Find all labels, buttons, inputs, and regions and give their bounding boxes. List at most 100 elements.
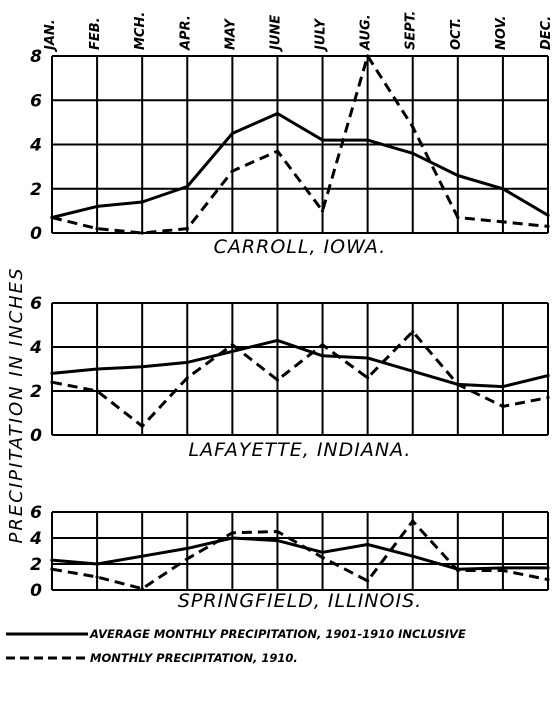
month-label: JAN. (43, 19, 58, 53)
data-point (95, 204, 99, 209)
data-point (95, 367, 99, 371)
y-tick-label: 4 (29, 338, 42, 358)
data-point (275, 111, 280, 116)
data-point (140, 587, 144, 591)
month-label: DEC. (539, 16, 552, 50)
chart-panel: 0 2 4 6 8 CARROLL, IOWA. (29, 47, 550, 258)
data-point (456, 215, 460, 220)
month-labels: JAN. FEB. MCH. APR. MAY JUNE JULY AUG. SEPT. OCT.… (43, 11, 552, 53)
data-point (275, 539, 280, 543)
data-point (411, 151, 415, 155)
y-tick-label: 6 (30, 294, 42, 314)
month-label: APR. (178, 15, 193, 51)
y-axis-label: PRECIPITATION IN INCHES (6, 267, 27, 544)
data-point (230, 531, 234, 535)
y-tick-label: 0 (30, 581, 42, 601)
y-tick-label: 0 (30, 224, 42, 244)
data-point (275, 338, 280, 342)
month-label: MCH. (133, 12, 148, 50)
data-point (546, 578, 550, 582)
month-label: MAY (223, 17, 238, 50)
data-point (456, 568, 460, 573)
station-title: LAFAYETTE, INDIANA. (189, 439, 412, 461)
data-point (411, 330, 415, 334)
data-point (50, 215, 54, 220)
data-point (501, 568, 505, 573)
data-point (185, 546, 189, 551)
data-point (411, 369, 415, 373)
data-point (50, 371, 54, 375)
data-point (140, 365, 144, 369)
data-point (366, 579, 370, 583)
data-point (411, 125, 415, 129)
data-point (546, 213, 550, 217)
data-point (275, 378, 280, 382)
data-point (275, 149, 280, 153)
chart-panels: 0 2 4 6 8 CARROLL, IOWA. 0 2 4 6 LAFAYETTE, INDIAN… (29, 47, 550, 612)
y-tick-label: 6 (30, 503, 42, 523)
data-point (185, 360, 189, 364)
data-point (501, 566, 505, 570)
data-point (366, 138, 370, 142)
y-tick-label: 2 (30, 382, 42, 402)
data-point (501, 385, 505, 389)
data-point (140, 554, 144, 558)
data-point (501, 187, 505, 191)
data-point (456, 173, 460, 178)
data-point (456, 382, 460, 386)
series-line-average (51, 112, 549, 219)
y-tick-label: 0 (30, 426, 42, 446)
data-point (320, 555, 325, 560)
legend-solid-label: AVERAGE MONTHLY PRECIPITATION, 1901-1910… (89, 627, 466, 641)
data-point (411, 519, 415, 523)
data-point (546, 224, 550, 228)
data-point (185, 557, 189, 561)
station-title: CARROLL, IOWA. (214, 236, 387, 258)
y-tick-label: 4 (29, 136, 42, 156)
data-point (140, 424, 144, 428)
data-point (140, 200, 144, 204)
y-tick-label: 2 (30, 180, 42, 200)
data-point (275, 529, 280, 534)
data-point (546, 566, 550, 570)
month-label: SEPT. (404, 11, 419, 50)
data-point (50, 567, 54, 571)
data-point (95, 575, 99, 579)
data-point (366, 54, 370, 58)
data-point (320, 209, 325, 213)
y-tick-label: 8 (30, 47, 42, 67)
data-point (501, 404, 505, 408)
data-point (50, 380, 54, 384)
data-point (230, 131, 234, 136)
data-point (366, 356, 370, 360)
y-tick-label: 2 (30, 555, 42, 575)
data-point (411, 554, 415, 558)
data-point (185, 184, 189, 189)
series-line-average (51, 338, 549, 389)
data-point (230, 169, 234, 173)
data-point (546, 374, 550, 378)
legend-dashed-label: MONTHLY PRECIPITATION, 1910. (90, 651, 298, 665)
month-label: JULY (314, 17, 329, 53)
legend: AVERAGE MONTHLY PRECIPITATION, 1901-1910… (6, 627, 466, 665)
month-label: OCT. (449, 18, 464, 50)
data-point (230, 343, 234, 347)
month-label: JUNE (268, 15, 283, 53)
y-tick-label: 6 (30, 91, 42, 111)
month-label: NOV. (494, 16, 509, 50)
series-line-average (51, 536, 548, 571)
data-point (320, 550, 325, 554)
data-point (95, 226, 99, 231)
month-label: AUG. (359, 14, 374, 51)
y-tick-label: 4 (29, 529, 42, 549)
data-point (320, 138, 325, 142)
data-point (50, 558, 54, 562)
data-point (366, 542, 370, 547)
chart-panel: 0 2 4 6 LAFAYETTE, INDIANA. (29, 294, 550, 461)
data-point (185, 226, 189, 231)
data-point (546, 396, 550, 400)
series-line-1910 (51, 54, 549, 235)
data-point (185, 376, 189, 380)
station-title: SPRINGFIELD, ILLINOIS. (178, 590, 422, 612)
